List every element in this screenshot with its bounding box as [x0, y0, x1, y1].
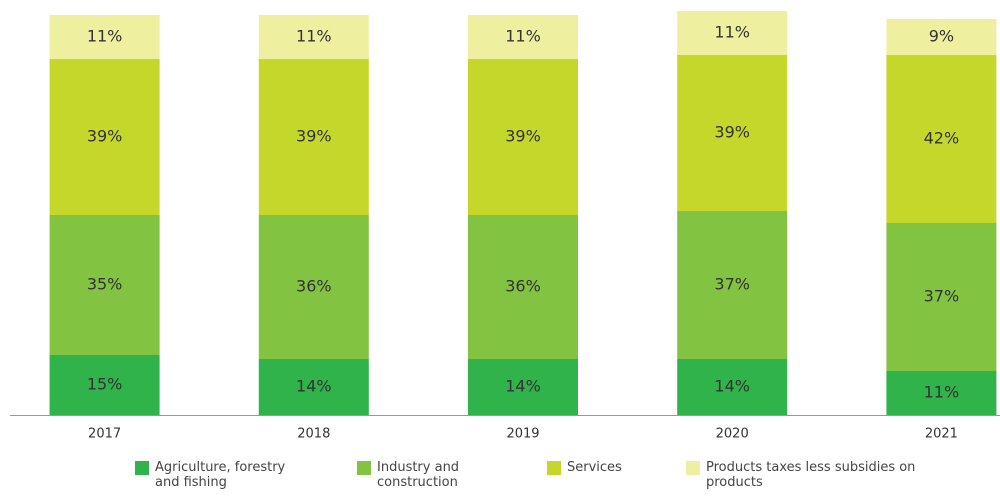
- value-label: 37%: [714, 275, 750, 294]
- value-label: 11%: [714, 23, 750, 42]
- value-label: 35%: [87, 275, 123, 294]
- x-tick-label: 2018: [297, 427, 330, 442]
- value-label: 14%: [714, 377, 750, 396]
- bar-segment: [677, 11, 788, 55]
- value-label: 11%: [87, 27, 123, 46]
- bar-segment: [677, 55, 788, 211]
- legend-label: Agriculture, forestry and fishing: [155, 460, 286, 490]
- legend-item: Agriculture, forestry and fishing: [135, 460, 295, 490]
- bar-segment: [677, 359, 788, 415]
- legend-item: Services: [547, 460, 647, 475]
- x-tick-label: 2019: [506, 427, 539, 442]
- bar-segment: [886, 55, 997, 223]
- value-label: 11%: [924, 383, 960, 402]
- bar-segment: [49, 15, 160, 59]
- x-tick-label: 2021: [925, 427, 958, 442]
- legend-swatch: [686, 461, 700, 475]
- value-label: 14%: [505, 377, 541, 396]
- x-tick-label: 2017: [88, 427, 121, 442]
- value-label: 37%: [924, 287, 960, 306]
- value-label: 15%: [87, 375, 123, 394]
- bar-segment: [49, 355, 160, 415]
- chart: 15% 35% 39% 11% 2017 14% 36% 39% 11% 2018 14% 36% 39…: [10, 11, 1000, 442]
- legend-label: Industry and construction: [377, 460, 460, 490]
- value-label: 39%: [296, 127, 332, 146]
- legend: Agriculture, forestry and fishing Industr…: [0, 460, 1000, 500]
- value-label: 9%: [929, 27, 954, 46]
- bar-segment: [258, 59, 369, 215]
- legend-swatch: [547, 461, 561, 475]
- value-label: 11%: [296, 27, 332, 46]
- value-label: 36%: [296, 277, 332, 296]
- legend-item: Industry and construction: [357, 460, 477, 490]
- bar-segment: [886, 223, 997, 371]
- bar-segment: [468, 59, 578, 215]
- bar-segment: [49, 215, 160, 355]
- legend-swatch: [135, 461, 149, 475]
- bar-segment: [258, 15, 369, 59]
- x-tick-label: 2020: [716, 427, 749, 442]
- value-label: 11%: [505, 27, 541, 46]
- bar-segment: [886, 19, 997, 55]
- legend-swatch: [357, 461, 371, 475]
- legend-label: Products taxes less subsidies on product…: [706, 460, 916, 490]
- value-label: 39%: [87, 127, 123, 146]
- bar-segment: [886, 371, 997, 415]
- value-label: 36%: [505, 277, 541, 296]
- value-label: 39%: [714, 123, 750, 142]
- bar-segment: [258, 359, 369, 415]
- bar-segment: [49, 59, 160, 215]
- bar-segment: [468, 15, 578, 59]
- value-label: 14%: [296, 377, 332, 396]
- legend-label: Services: [567, 460, 622, 475]
- bar-segment: [468, 359, 578, 415]
- value-label: 39%: [505, 127, 541, 146]
- bar-segment: [468, 215, 578, 359]
- value-label: 42%: [924, 129, 960, 148]
- legend-item: Products taxes less subsidies on product…: [686, 460, 936, 490]
- bar-segment: [677, 211, 788, 359]
- bar-segment: [258, 215, 369, 359]
